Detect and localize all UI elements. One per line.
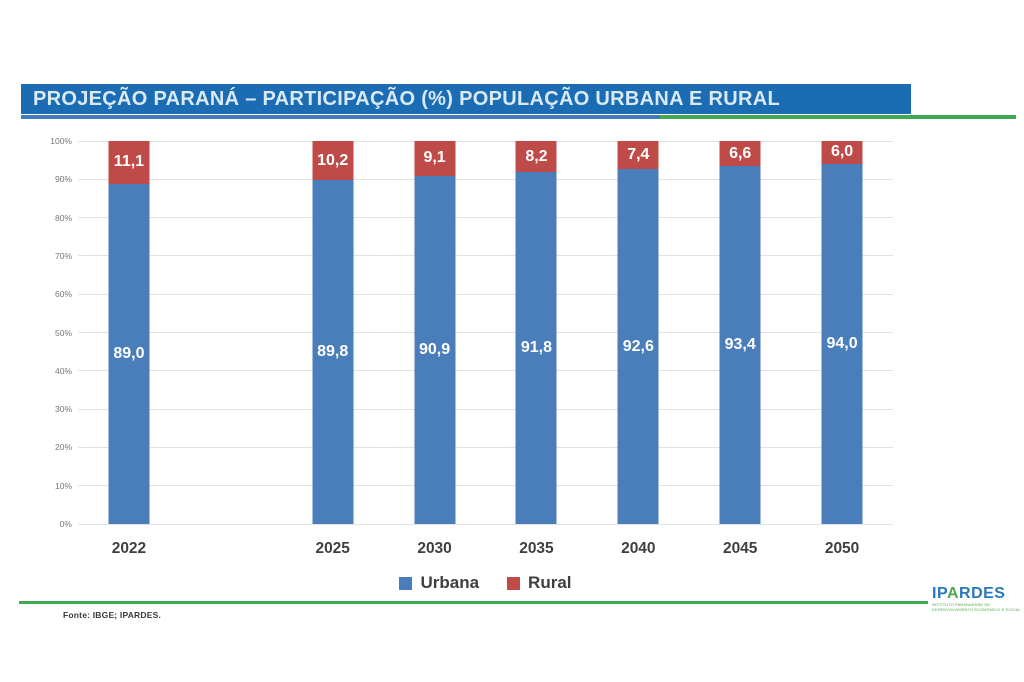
gridline bbox=[78, 255, 893, 257]
bar-segment-urbana: 94,0 bbox=[821, 163, 863, 524]
footer-rule bbox=[19, 601, 928, 604]
x-axis: 2022 2025 2030 2035 2040 2045 2050 bbox=[78, 540, 893, 562]
x-tick-label: 2025 bbox=[315, 540, 350, 557]
urbana-value-label: 93,4 bbox=[724, 336, 756, 354]
bar-segment-urbana: 91,8 bbox=[515, 172, 557, 524]
gridline bbox=[78, 485, 893, 487]
rural-value-label: 6,0 bbox=[830, 143, 854, 161]
bar-segment-rural: 11,1 bbox=[108, 141, 150, 184]
x-tick-label: 2040 bbox=[621, 540, 656, 557]
rural-value-label: 6,6 bbox=[729, 144, 752, 162]
bar-2035: 8,2 91,8 bbox=[515, 141, 557, 524]
legend-label-urbana: Urbana bbox=[420, 573, 480, 592]
x-tick-label: 2035 bbox=[519, 540, 554, 557]
y-tick-label: 60% bbox=[54, 289, 72, 300]
bar-segment-rural: 8,2 bbox=[515, 141, 557, 173]
rural-value-label: 10,2 bbox=[317, 151, 349, 169]
bar-segment-rural: 6,6 bbox=[719, 141, 761, 167]
x-tick-label: 2050 bbox=[824, 540, 860, 557]
gridline bbox=[78, 293, 893, 295]
y-tick-label: 30% bbox=[54, 404, 72, 415]
gridline bbox=[78, 140, 893, 142]
legend-item-rural: Rural bbox=[507, 573, 572, 593]
y-tick-label: 40% bbox=[54, 365, 72, 376]
bar-segment-rural: 6,0 bbox=[821, 141, 863, 164]
gridline bbox=[78, 523, 893, 525]
bar-2030: 9,1 90,9 bbox=[414, 141, 456, 524]
page-title: PROJEÇÃO PARANÁ – PARTICIPAÇÃO (%) POPUL… bbox=[21, 84, 911, 114]
urbana-value-label: 89,0 bbox=[113, 344, 145, 362]
bar-segment-rural: 9,1 bbox=[414, 141, 456, 176]
gridline bbox=[78, 370, 893, 372]
ipardes-logo: IPARDES INSTITUTO PARANAENSE DE DESENVOL… bbox=[932, 585, 1021, 612]
legend-item-urbana: Urbana bbox=[399, 573, 479, 593]
y-axis: 0% 10% 20% 30% 40% 50% 60% 70% 80% 90% 100% bbox=[0, 136, 72, 529]
y-tick-label: 50% bbox=[54, 327, 72, 338]
bar-segment-urbana: 90,9 bbox=[414, 175, 456, 524]
plot-area: 11,1 89,0 10,2 89,8 9,1 90,9 8,2 91,8 7,4 92,6 6,6… bbox=[78, 140, 893, 525]
urbana-value-label: 94,0 bbox=[826, 334, 858, 352]
y-tick-label: 100% bbox=[50, 136, 72, 146]
urbana-value-label: 89,8 bbox=[317, 343, 349, 361]
bar-2045: 6,6 93,4 bbox=[719, 141, 761, 524]
bar-segment-urbana: 89,0 bbox=[108, 183, 150, 524]
urbana-value-label: 91,8 bbox=[520, 339, 552, 357]
ipardes-logo-tagline: INSTITUTO PARANAENSE DE DESENVOLVIMENTO … bbox=[932, 602, 1021, 612]
gridline bbox=[78, 178, 893, 180]
gridline bbox=[78, 217, 893, 219]
gridline bbox=[78, 446, 893, 448]
ipardes-tagline-line1: INSTITUTO PARANAENSE DE bbox=[932, 602, 991, 607]
y-tick-label: 70% bbox=[54, 250, 72, 261]
bar-2025: 10,2 89,8 bbox=[312, 141, 354, 524]
x-tick-label: 2030 bbox=[417, 540, 452, 557]
legend-label-rural: Rural bbox=[528, 573, 572, 592]
bar-2050: 6,0 94,0 bbox=[821, 141, 863, 524]
gridline bbox=[78, 332, 893, 333]
rural-value-label: 8,2 bbox=[525, 147, 548, 165]
y-tick-label: 0% bbox=[59, 519, 72, 529]
x-tick-label: 2022 bbox=[111, 540, 147, 557]
y-tick-label: 90% bbox=[54, 174, 72, 185]
y-tick-label: 10% bbox=[54, 480, 72, 491]
legend: Urbana Rural bbox=[78, 572, 893, 594]
bar-2022: 11,1 89,0 bbox=[108, 141, 150, 524]
bar-segment-rural: 10,2 bbox=[312, 141, 354, 181]
bar-segment-urbana: 92,6 bbox=[617, 169, 659, 524]
bar-segment-urbana: 93,4 bbox=[719, 166, 761, 524]
header-underline-green bbox=[660, 115, 1016, 119]
gridline bbox=[78, 408, 893, 410]
rural-value-label: 9,1 bbox=[423, 149, 446, 167]
header-underline-blue bbox=[21, 115, 660, 119]
source-note: Fonte: IBGE; IPARDES. bbox=[63, 610, 162, 620]
ipardes-logo-text: IPARDES bbox=[932, 585, 1006, 602]
legend-swatch-urbana-icon bbox=[399, 576, 413, 590]
urbana-value-label: 90,9 bbox=[418, 340, 451, 358]
y-tick-label: 20% bbox=[54, 442, 72, 453]
rural-value-label: 7,4 bbox=[627, 146, 650, 164]
x-tick-label: 2045 bbox=[722, 540, 758, 557]
y-tick-label: 80% bbox=[54, 212, 72, 223]
bar-2040: 7,4 92,6 bbox=[617, 141, 659, 524]
legend-swatch-rural-icon bbox=[507, 576, 521, 590]
bar-segment-rural: 7,4 bbox=[617, 141, 659, 170]
rural-value-label: 11,1 bbox=[113, 153, 145, 171]
urbana-value-label: 92,6 bbox=[622, 337, 654, 355]
ipardes-tagline-line2: DESENVOLVIMENTO ECONÔMICO E SOCIAL bbox=[932, 606, 1021, 612]
bar-segment-urbana: 89,8 bbox=[312, 180, 354, 524]
